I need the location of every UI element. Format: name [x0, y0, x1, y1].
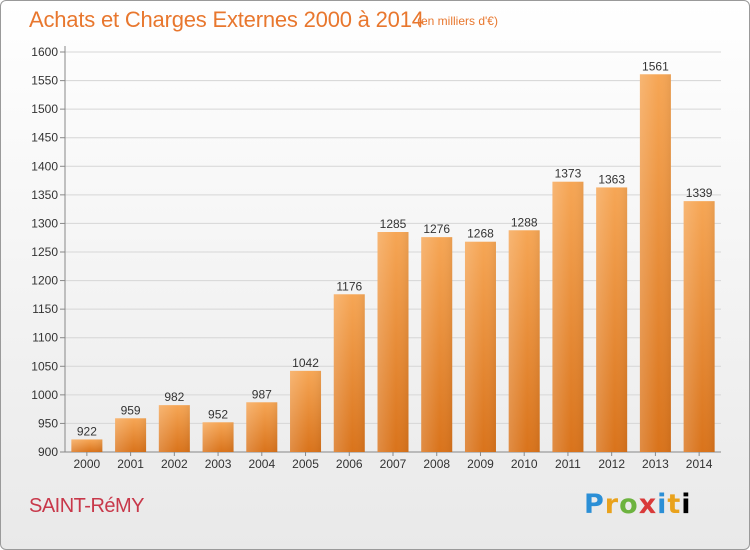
y-tick-label: 1450	[31, 131, 58, 145]
x-tick-label: 2006	[336, 457, 363, 471]
bar-shade	[421, 237, 453, 452]
x-tick-label: 2002	[161, 457, 188, 471]
bar-shade	[246, 402, 278, 452]
bar-shade	[202, 422, 234, 452]
y-tick-label: 1150	[32, 302, 58, 316]
x-tick-label: 2009	[467, 457, 494, 471]
bar-shade	[552, 181, 584, 452]
bar-shade	[158, 405, 190, 452]
y-tick-label: 1350	[31, 188, 58, 202]
data-label: 1288	[511, 215, 538, 229]
data-label: 1042	[292, 356, 319, 370]
x-tick-label: 2005	[292, 457, 319, 471]
x-tick-label: 2014	[686, 457, 713, 471]
x-tick-label: 2000	[74, 457, 101, 471]
bar-shade	[464, 241, 496, 452]
data-label: 982	[164, 390, 184, 404]
bar-shade	[596, 187, 628, 452]
data-labels: 922 959 982 952 987 1042 1176 1285 1276 1268 1288 1…	[77, 59, 713, 438]
data-label: 1176	[336, 279, 362, 293]
y-tick-label: 1400	[31, 159, 58, 173]
chart-title: Achats et Charges Externes 2000 à 2014	[29, 7, 424, 32]
x-tick-label: 2008	[423, 457, 450, 471]
commune-name: SAINT-RéMY	[29, 495, 145, 517]
data-label: 1339	[686, 186, 713, 200]
x-tick-label: 2012	[598, 457, 625, 471]
y-tick-label: 1550	[31, 74, 58, 88]
bar-shade	[290, 370, 322, 452]
proxiti-logo[interactable]: Proxiti	[584, 489, 692, 520]
data-label: 1276	[423, 222, 450, 236]
x-tick-label: 2004	[248, 457, 275, 471]
x-tick-label: 2003	[205, 457, 232, 471]
bar-shade	[683, 201, 715, 452]
x-tick-labels: 2000 2001 2002 2003 2004 2005 2006 2007 2008 2009…	[74, 452, 713, 471]
data-label: 1285	[380, 217, 407, 231]
data-label: 1268	[467, 227, 494, 241]
x-tick-label: 2011	[555, 457, 581, 471]
bar-shade	[508, 230, 540, 452]
y-tick-label: 1000	[31, 388, 58, 402]
y-tick-label: 1250	[31, 245, 58, 259]
y-tick-label: 1100	[32, 331, 58, 345]
bar-shade	[115, 418, 147, 452]
bar-shade	[639, 74, 671, 453]
y-tick-label: 1200	[31, 274, 58, 288]
y-tick-label: 950	[38, 416, 58, 430]
y-tick-label: 1500	[31, 102, 58, 116]
y-tick-label: 1600	[31, 45, 58, 59]
y-tick-label: 1050	[31, 359, 58, 373]
data-label: 987	[252, 387, 272, 401]
x-tick-label: 2007	[380, 457, 407, 471]
bar-shade	[333, 294, 365, 452]
y-tick-label: 900	[38, 445, 58, 459]
x-tick-label: 2001	[117, 457, 144, 471]
x-tick-label: 2013	[642, 457, 669, 471]
data-label: 1561	[642, 59, 669, 73]
bars	[71, 74, 715, 453]
y-tick-label: 1300	[31, 216, 58, 230]
data-label: 1363	[598, 172, 625, 186]
bar-shade	[71, 439, 103, 452]
x-tick-label: 2010	[511, 457, 538, 471]
data-label: 959	[121, 403, 141, 417]
chart-unit: (en milliers d'€)	[417, 14, 498, 28]
data-label: 922	[77, 424, 97, 438]
data-label: 1373	[555, 167, 582, 181]
bar-shade	[377, 232, 409, 452]
data-label: 952	[208, 407, 228, 421]
y-tick-labels: 900 950 1000 1050 1100 1150 1200 1250 1300 1350 14…	[31, 45, 58, 459]
